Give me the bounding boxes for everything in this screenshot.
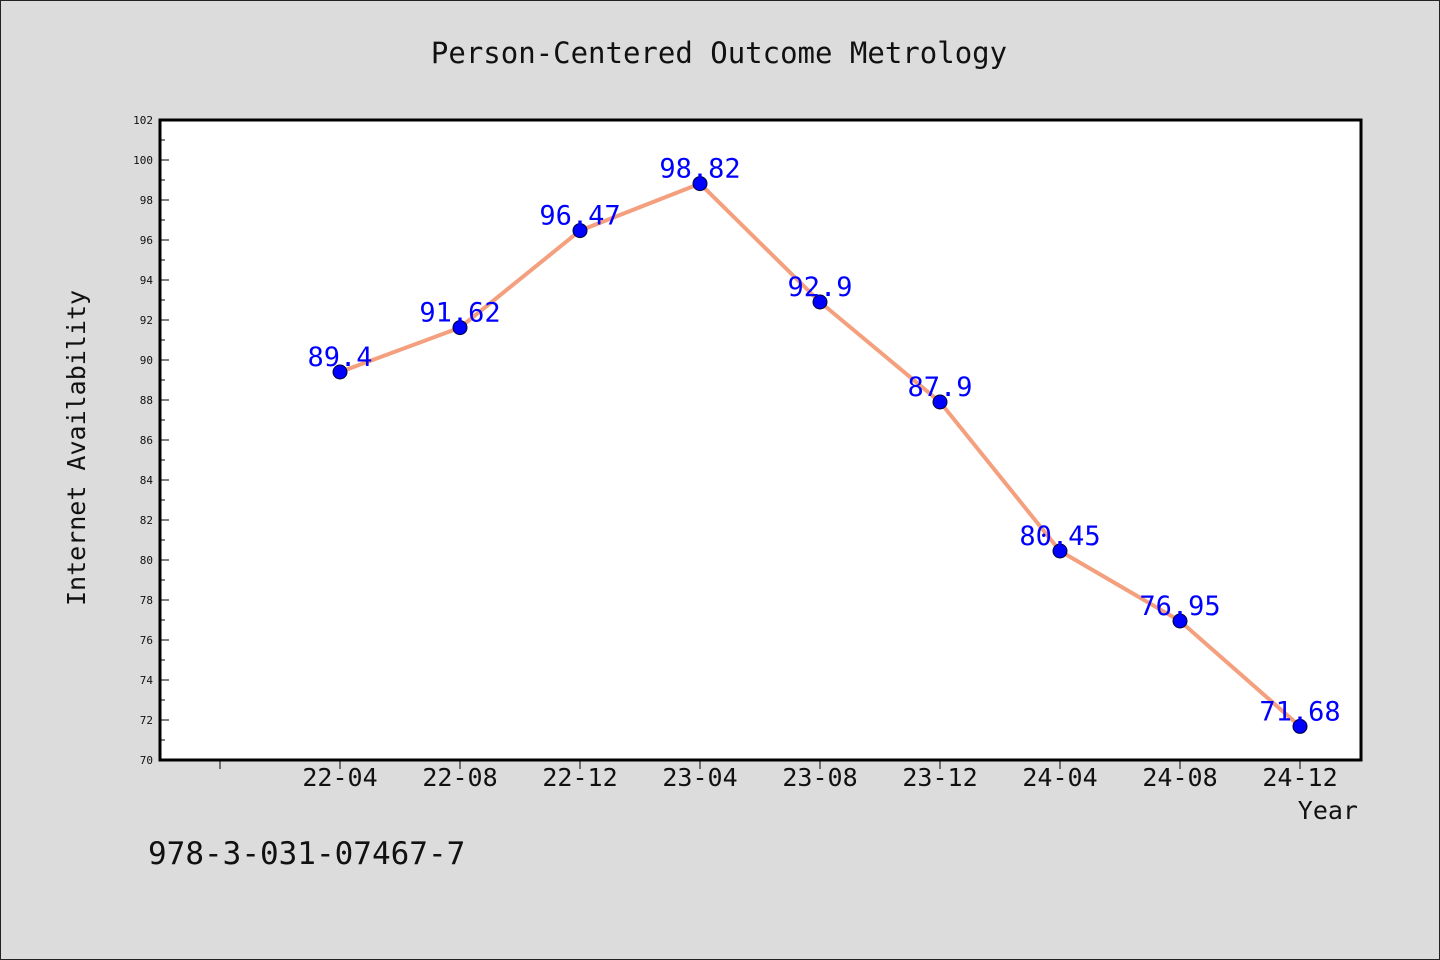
data-label: 91.62 xyxy=(419,298,500,329)
x-tick-label: 24-04 xyxy=(1022,763,1097,792)
data-label: 80.45 xyxy=(1019,521,1100,552)
y-tick-label: 70 xyxy=(140,754,153,767)
y-tick-label: 78 xyxy=(140,594,153,607)
data-point xyxy=(692,176,708,192)
y-tick-label: 84 xyxy=(140,474,154,487)
x-tick-label: 23-04 xyxy=(662,763,737,792)
y-tick-label: 98 xyxy=(140,194,153,207)
data-point xyxy=(572,223,588,239)
data-point xyxy=(932,394,948,410)
isbn-footer: 978-3-031-07467-7 xyxy=(148,836,465,872)
x-axis-title: Year xyxy=(1298,796,1358,825)
x-axis: 22-04 22-08 22-12 23-04 23-08 23-12 24-04 24-08… xyxy=(219,760,1338,792)
data-label: 87.9 xyxy=(907,372,972,403)
y-tick-label: 76 xyxy=(140,634,153,647)
x-tick-label: 23-08 xyxy=(782,763,857,792)
data-label: 89.4 xyxy=(307,342,372,373)
data-point xyxy=(1172,613,1188,629)
chart-title: Person-Centered Outcome Metrology xyxy=(431,36,1007,70)
y-tick-label: 88 xyxy=(140,394,153,407)
y-tick-label: 90 xyxy=(140,354,153,367)
data-label: 96.47 xyxy=(539,201,620,232)
x-tick-label: 23-12 xyxy=(902,763,977,792)
series-layer: 89.4 91.62 96.47 98.82 92.9 87.9 80.45 76.95 71.… xyxy=(307,154,1341,734)
y-axis: 70 72 74 76 78 80 82 84 86 88 90 92 94 96 98 100 102 xyxy=(133,114,169,767)
y-tick-label: 80 xyxy=(140,554,153,567)
x-tick-label: 24-12 xyxy=(1262,763,1337,792)
data-label: 92.9 xyxy=(787,272,852,303)
y-axis-title: Internet Availability xyxy=(62,290,91,606)
data-point xyxy=(1292,718,1308,734)
x-tick-label: 24-08 xyxy=(1142,763,1217,792)
y-tick-label: 74 xyxy=(140,674,154,687)
data-label: 71.68 xyxy=(1259,696,1340,727)
data-point xyxy=(452,320,468,336)
y-tick-label: 96 xyxy=(140,234,153,247)
y-tick-label: 102 xyxy=(133,114,153,127)
y-tick-label: 94 xyxy=(140,274,154,287)
data-point xyxy=(812,294,828,310)
x-tick-label: 22-08 xyxy=(422,763,497,792)
x-tick-label: 22-04 xyxy=(302,763,377,792)
plot-area xyxy=(158,118,1363,762)
y-tick-label: 100 xyxy=(133,154,153,167)
data-label: 76.95 xyxy=(1139,591,1220,622)
data-label: 98.82 xyxy=(659,154,740,185)
y-tick-label: 72 xyxy=(140,714,153,727)
x-tick-label: 22-12 xyxy=(542,763,617,792)
y-tick-label: 92 xyxy=(140,314,153,327)
y-tick-label: 86 xyxy=(140,434,153,447)
data-point xyxy=(1052,543,1068,559)
y-tick-label: 82 xyxy=(140,514,153,527)
data-point xyxy=(332,364,348,380)
